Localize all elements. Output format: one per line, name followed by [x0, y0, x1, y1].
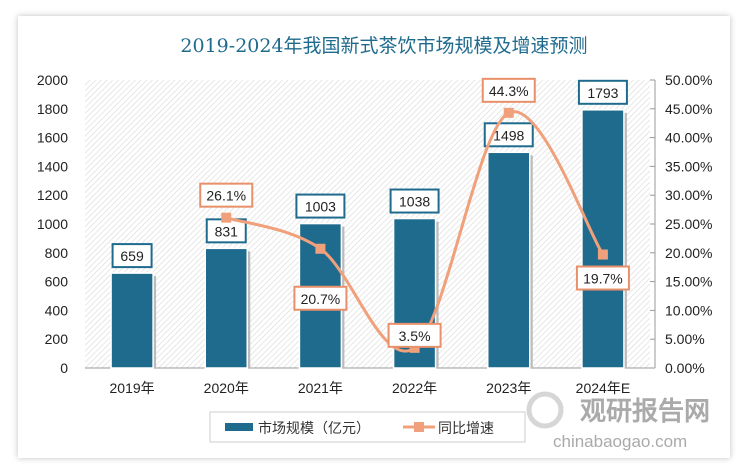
- legend-line-label: 同比增速: [438, 420, 494, 436]
- bar-label-box: [111, 243, 153, 269]
- right-tick-label: 15.00%: [665, 274, 712, 290]
- right-tick-label: 5.00%: [665, 331, 705, 347]
- bar: [204, 247, 248, 369]
- left-tick-label: 800: [45, 245, 69, 261]
- bar-value-label: 1498: [493, 127, 524, 143]
- x-tick-label: 2021年: [298, 380, 343, 396]
- growth-value-label: 44.3%: [489, 83, 529, 99]
- left-tick-label: 600: [45, 274, 69, 290]
- chart-title: 2019-2024年我国新式茶饮市场规模及增速预测: [180, 35, 587, 57]
- watermark-logo-icon: [526, 391, 564, 429]
- legend-bar-label: 市场规模（亿元）: [258, 420, 370, 436]
- x-tick-label: 2020年: [204, 380, 249, 396]
- bar-value-label: 831: [215, 223, 239, 239]
- left-tick-label: 1200: [37, 187, 68, 203]
- watermark-cn-text: 观研报告网: [580, 396, 710, 426]
- left-tick-label: 2000: [37, 72, 68, 88]
- growth-marker: [503, 107, 514, 118]
- right-tick-label: 30.00%: [665, 187, 712, 203]
- legend: [209, 411, 526, 443]
- growth-label-box: [387, 322, 442, 348]
- left-tick-label: 400: [45, 302, 69, 318]
- growth-marker: [315, 243, 326, 254]
- left-tick-label: 0: [60, 360, 68, 376]
- bar-label-box: [389, 188, 440, 214]
- plot-area: [85, 80, 650, 368]
- bar-label-box: [295, 193, 346, 219]
- x-tick-label: 2022年: [392, 380, 437, 396]
- right-tick-label: 0.00%: [665, 360, 705, 376]
- growth-value-label: 20.7%: [301, 291, 341, 307]
- left-tick-label: 1000: [37, 216, 68, 232]
- right-tick-label: 25.00%: [665, 216, 712, 232]
- x-tick-label: 2023年: [486, 380, 531, 396]
- right-tick-label: 20.00%: [665, 245, 712, 261]
- x-tick-label: 2019年: [110, 380, 155, 396]
- bar: [487, 151, 531, 369]
- left-tick-label: 1600: [37, 130, 68, 146]
- x-tick-label: 2024年E: [576, 380, 630, 396]
- growth-label-box: [293, 285, 348, 311]
- growth-label-box: [575, 265, 630, 291]
- growth-marker: [597, 249, 608, 260]
- bar-value-label: 1038: [399, 194, 430, 210]
- growth-marker: [221, 212, 232, 223]
- legend-bar-swatch: [225, 423, 253, 431]
- bar-value-label: 1793: [587, 85, 618, 101]
- watermark-en-text: chinabaogao.com: [553, 432, 687, 451]
- bar: [110, 272, 154, 369]
- growth-label-box: [199, 182, 254, 208]
- right-tick-label: 50.00%: [665, 72, 712, 88]
- left-tick-label: 1800: [37, 101, 68, 117]
- right-tick-label: 10.00%: [665, 302, 712, 318]
- right-tick-label: 45.00%: [665, 101, 712, 117]
- growth-value-label: 19.7%: [583, 271, 623, 287]
- growth-label-box: [481, 77, 536, 103]
- bar-value-label: 1003: [305, 199, 336, 215]
- left-tick-label: 1400: [37, 158, 68, 174]
- bar: [581, 109, 625, 369]
- left-tick-label: 200: [45, 331, 69, 347]
- right-tick-label: 35.00%: [665, 158, 712, 174]
- growth-value-label: 26.1%: [206, 188, 246, 204]
- right-tick-label: 40.00%: [665, 130, 712, 146]
- bar-label-box: [577, 79, 628, 105]
- bar-value-label: 659: [120, 248, 144, 264]
- legend-line-marker: [414, 422, 424, 432]
- growth-value-label: 3.5%: [399, 328, 431, 344]
